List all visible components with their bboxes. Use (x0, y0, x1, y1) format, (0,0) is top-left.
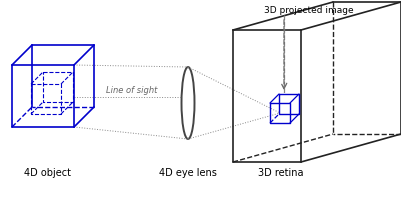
Text: 3D projected image: 3D projected image (264, 6, 354, 15)
Text: 4D object: 4D object (24, 168, 71, 178)
Text: Line of sight: Line of sight (106, 86, 158, 95)
Text: 3D retina: 3D retina (258, 168, 304, 178)
Text: 4D eye lens: 4D eye lens (159, 168, 217, 178)
